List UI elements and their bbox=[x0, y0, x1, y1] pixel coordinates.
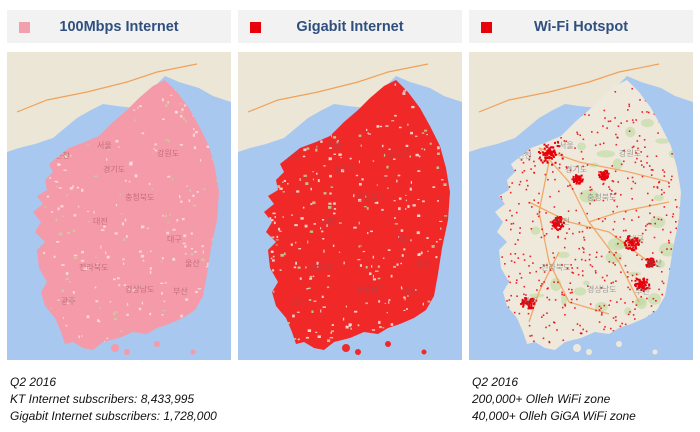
caption-line: 200,000+ Olleh WiFi zone bbox=[472, 392, 611, 406]
svg-text:전라북도: 전라북도 bbox=[79, 262, 108, 272]
svg-text:경상남도: 경상남도 bbox=[587, 284, 616, 294]
svg-text:강원도: 강원도 bbox=[388, 148, 410, 158]
svg-text:경상남도: 경상남도 bbox=[356, 284, 385, 294]
caption-line: 40,000+ Olleh GiGA WiFi zone bbox=[472, 409, 636, 423]
svg-text:대구: 대구 bbox=[167, 235, 182, 244]
panel-title: Gigabit Internet bbox=[296, 18, 404, 35]
caption-line: Gigabit Internet subscribers: 1,728,000 bbox=[10, 409, 217, 423]
panel-title: 100Mbps Internet bbox=[59, 18, 179, 35]
svg-text:부산: 부산 bbox=[173, 286, 188, 296]
svg-text:대구: 대구 bbox=[398, 235, 413, 244]
svg-text:경기도: 경기도 bbox=[334, 164, 356, 174]
panel-title: Wi-Fi Hotspot bbox=[533, 18, 629, 35]
svg-text:경기도: 경기도 bbox=[103, 164, 125, 174]
svg-text:광주: 광주 bbox=[61, 296, 76, 306]
svg-text:인천: 인천 bbox=[517, 150, 532, 160]
caption-line: KT Internet subscribers: 8,433,995 bbox=[10, 392, 195, 406]
svg-text:경상남도: 경상남도 bbox=[125, 284, 154, 294]
svg-text:대전: 대전 bbox=[93, 216, 108, 226]
svg-text:서울: 서울 bbox=[559, 141, 574, 150]
caption-line: Q2 2016 bbox=[472, 375, 519, 389]
svg-text:경기도: 경기도 bbox=[565, 164, 587, 174]
svg-text:강원도: 강원도 bbox=[619, 148, 641, 158]
svg-text:인천: 인천 bbox=[55, 150, 70, 160]
svg-text:충청북도: 충청북도 bbox=[125, 193, 154, 202]
svg-text:전라북도: 전라북도 bbox=[310, 262, 339, 272]
svg-text:울산: 울산 bbox=[647, 258, 662, 268]
legend-swatch-100mbps bbox=[19, 22, 30, 33]
svg-text:전라북도: 전라북도 bbox=[541, 262, 570, 272]
svg-text:충청북도: 충청북도 bbox=[587, 193, 616, 202]
legend-swatch-gigabit bbox=[250, 22, 261, 33]
panel-header: 100Mbps Internet bbox=[7, 10, 231, 43]
legend-swatch-wifi bbox=[481, 22, 492, 33]
panel-header: Wi-Fi Hotspot bbox=[469, 10, 693, 43]
panel-header: Gigabit Internet bbox=[238, 10, 462, 43]
caption-internet-subscribers: Q2 2016 KT Internet subscribers: 8,433,9… bbox=[10, 374, 217, 425]
svg-text:부산: 부산 bbox=[404, 286, 419, 296]
svg-text:울산: 울산 bbox=[185, 258, 200, 268]
svg-text:부산: 부산 bbox=[635, 286, 650, 296]
svg-text:울산: 울산 bbox=[416, 258, 431, 268]
svg-text:광주: 광주 bbox=[292, 296, 307, 306]
svg-text:인천: 인천 bbox=[286, 150, 301, 160]
svg-text:서울: 서울 bbox=[97, 141, 112, 150]
caption-wifi-zones: Q2 2016 200,000+ Olleh WiFi zone 40,000+… bbox=[472, 374, 636, 425]
svg-text:광주: 광주 bbox=[523, 296, 538, 306]
svg-text:충청북도: 충청북도 bbox=[356, 193, 385, 202]
svg-text:대구: 대구 bbox=[629, 235, 644, 244]
svg-text:서울: 서울 bbox=[328, 141, 343, 150]
svg-text:대전: 대전 bbox=[555, 216, 570, 226]
svg-text:강원도: 강원도 bbox=[157, 148, 179, 158]
caption-line: Q2 2016 bbox=[10, 375, 57, 389]
svg-text:대전: 대전 bbox=[324, 216, 339, 226]
